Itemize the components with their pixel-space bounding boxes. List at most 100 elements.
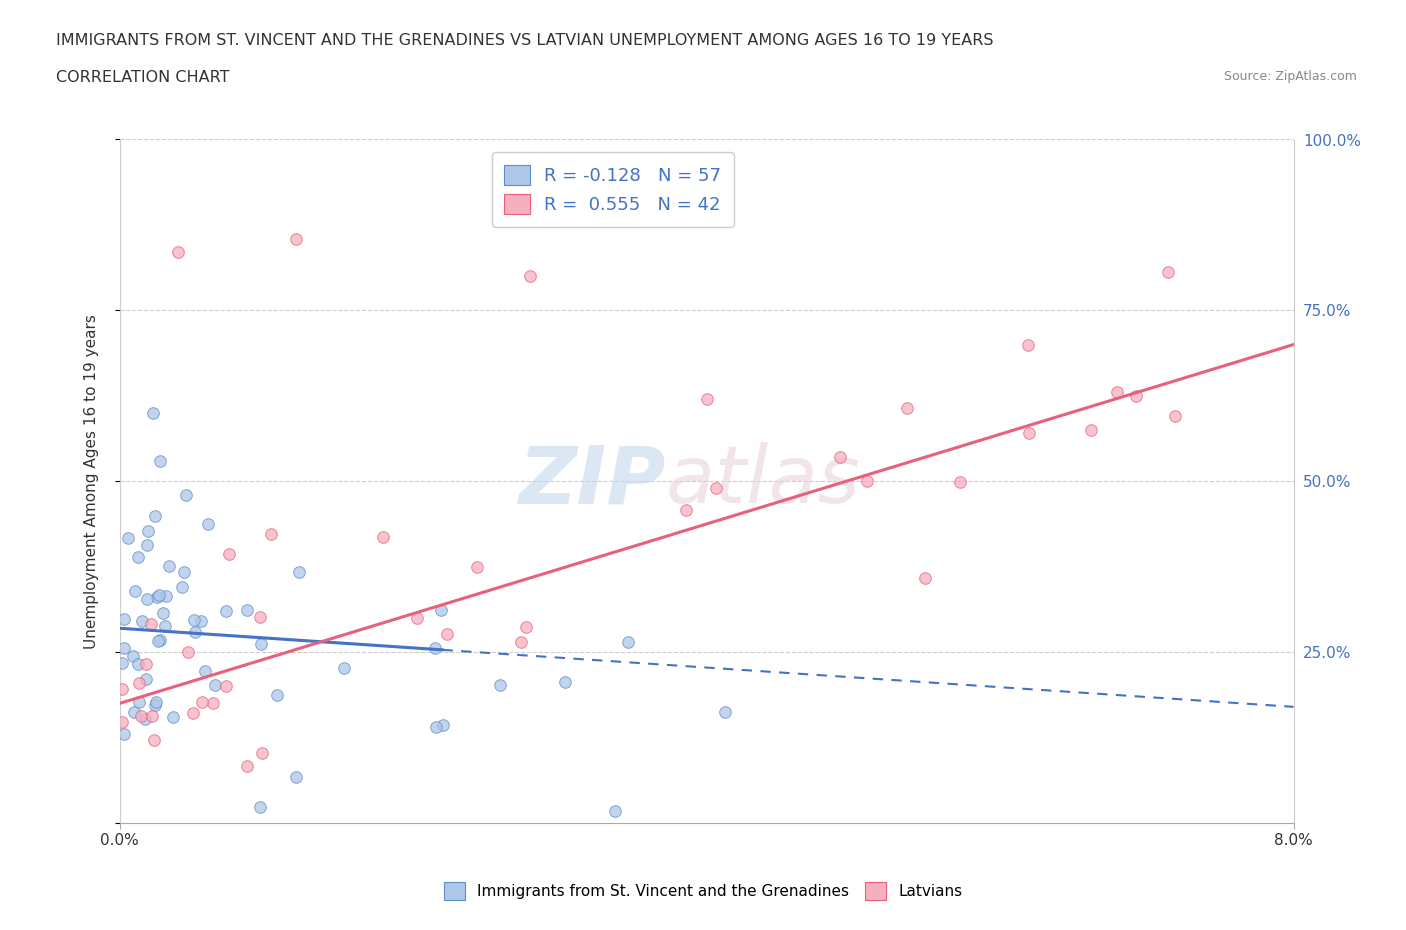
Point [117,530,139,545]
Point [332,660,354,675]
Point [155,589,177,604]
Point [675,502,697,517]
Point [432,718,454,733]
Point [127,657,149,671]
Point [249,610,271,625]
Point [510,635,533,650]
Point [284,769,307,784]
Point [896,401,918,416]
Point [1163,408,1185,423]
Point [111,682,134,697]
Point [124,584,146,599]
Point [288,565,311,579]
Point [173,565,195,579]
Point [554,675,576,690]
Point [122,648,145,663]
Point [467,560,489,575]
Point [1125,389,1147,404]
Point [152,605,174,620]
Point [236,603,259,618]
Point [1080,422,1102,437]
Point [260,526,283,541]
Point [252,746,274,761]
Point [128,675,150,690]
Point [157,559,180,574]
Point [202,696,225,711]
Point [1157,265,1180,280]
Text: ZIP: ZIP [517,443,665,520]
Point [696,392,718,406]
Point [190,614,212,629]
Point [148,588,170,603]
Point [135,671,157,686]
Point [134,657,156,671]
Point [215,604,238,618]
Point [143,509,166,524]
Point [139,617,162,631]
Point [135,538,157,552]
Point [145,695,167,710]
Point [430,603,453,618]
Point [405,611,427,626]
Point [914,571,936,586]
Point [949,474,972,489]
Point [184,625,207,640]
Point [167,245,190,259]
Point [128,695,150,710]
Point [489,678,512,693]
Point [373,530,395,545]
Text: CORRELATION CHART: CORRELATION CHART [56,70,229,85]
Point [249,636,271,651]
Point [111,656,134,671]
Point [714,705,737,720]
Point [112,640,135,655]
Point [828,450,851,465]
Point [153,618,176,633]
Text: atlas: atlas [665,443,860,520]
Point [149,453,172,468]
Y-axis label: Unemployment Among Ages 16 to 19 years: Unemployment Among Ages 16 to 19 years [84,313,98,649]
Point [145,590,167,604]
Point [112,611,135,626]
Point [218,546,240,561]
Point [141,709,163,724]
Point [127,550,149,565]
Point [112,727,135,742]
Point [142,405,165,420]
Point [131,613,153,628]
Point [204,677,226,692]
Point [249,799,271,814]
Point [197,516,219,531]
Point [284,232,307,246]
Point [515,619,537,634]
Point [617,634,640,649]
Point [1017,338,1039,352]
Point [136,524,159,538]
Point [519,269,541,284]
Point [236,758,259,773]
Point [704,481,727,496]
Point [856,473,879,488]
Point [425,720,447,735]
Point [174,487,197,502]
Point [149,633,172,648]
Point [122,705,145,720]
Point [146,634,169,649]
Point [266,687,288,702]
Point [135,591,157,606]
Legend: Immigrants from St. Vincent and the Grenadines, Latvians: Immigrants from St. Vincent and the Gren… [437,876,969,906]
Point [425,641,447,656]
Point [194,664,217,679]
Point [183,612,205,627]
Legend: R = -0.128   N = 57, R =  0.555   N = 42: R = -0.128 N = 57, R = 0.555 N = 42 [492,152,734,227]
Point [162,709,184,724]
Point [129,709,152,724]
Point [436,627,458,642]
Text: IMMIGRANTS FROM ST. VINCENT AND THE GRENADINES VS LATVIAN UNEMPLOYMENT AMONG AGE: IMMIGRANTS FROM ST. VINCENT AND THE GREN… [56,33,994,47]
Point [172,579,194,594]
Point [111,715,134,730]
Point [1018,426,1040,441]
Text: Source: ZipAtlas.com: Source: ZipAtlas.com [1223,70,1357,83]
Point [605,804,627,818]
Point [142,733,165,748]
